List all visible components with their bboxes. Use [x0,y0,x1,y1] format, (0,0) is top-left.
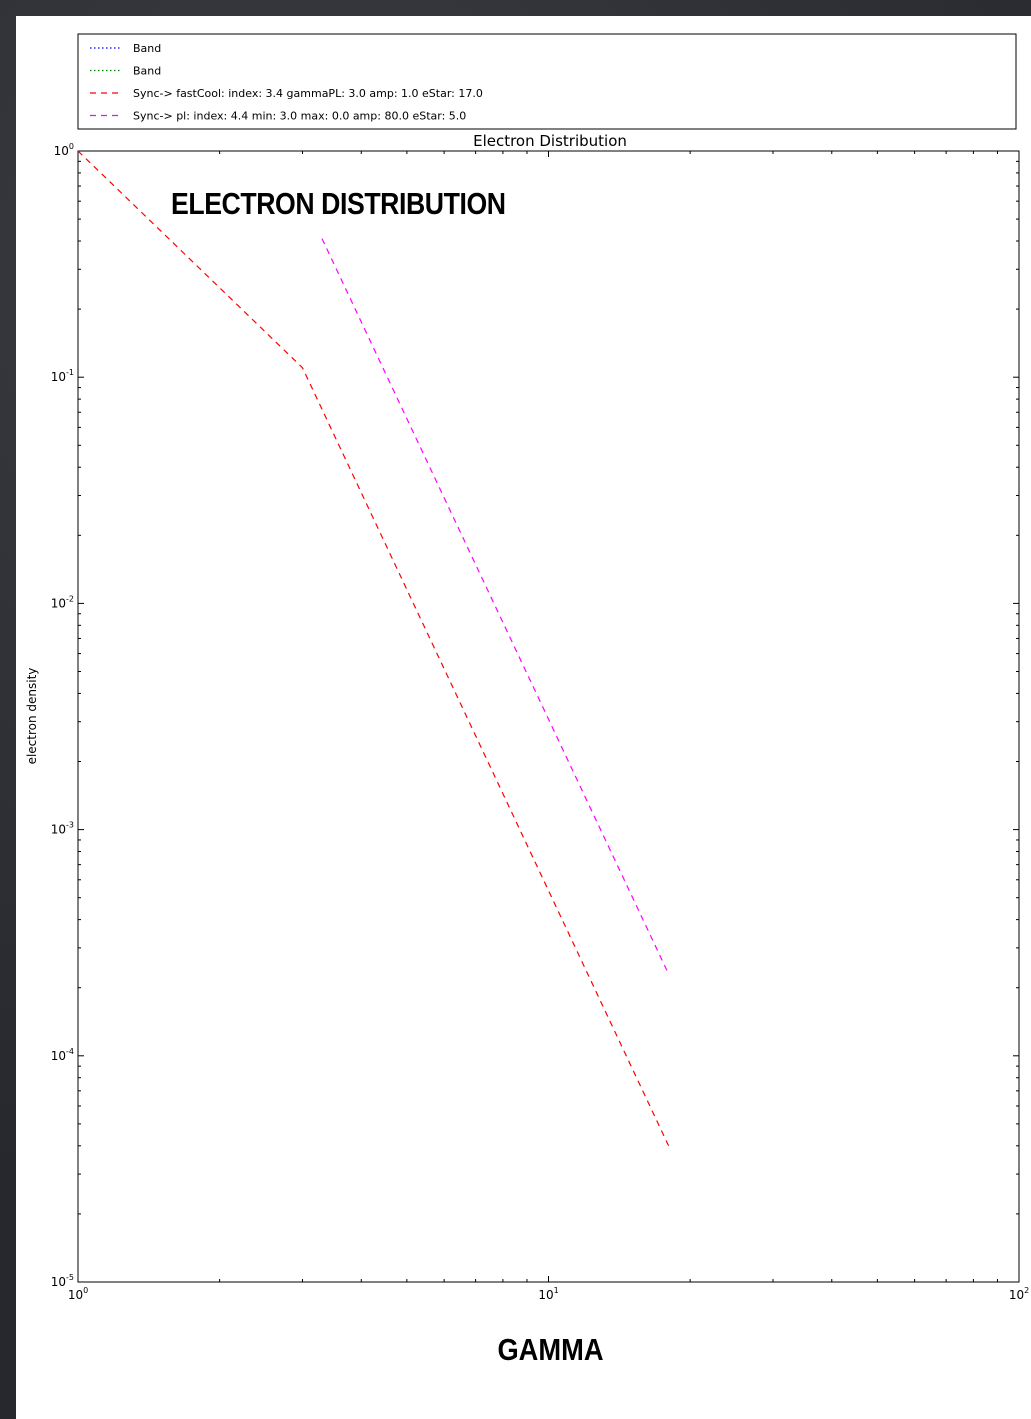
y-axis-label: electron density [25,668,39,765]
x-axis-label: GAMMA [497,1332,604,1367]
y-tick-label: 10-1 [51,368,74,384]
y-tick-label: 10-5 [51,1273,74,1289]
x-tick-label: 101 [538,1286,558,1302]
legend-label: Band [133,42,161,55]
axes: 100 101 102 100 10-1 10-2 10-3 10-4 10-5 [51,142,1029,1302]
y-tick-label: 100 [54,142,74,158]
legend-label: Sync-> pl: index: 4.4 min: 3.0 max: 0.0 … [133,110,466,123]
legend-box [77,33,1017,130]
chart-title: Electron Distribution [473,132,627,150]
chart: Band Band Sync-> fastCool: index: 3.4 gamm… [25,33,1029,1302]
series-line-3 [77,150,670,1147]
y-tick-label: 10-2 [51,594,74,610]
slide-heading: ELECTRON DISTRIBUTION [171,186,506,221]
slide: Band Band Sync-> fastCool: index: 3.4 gamm… [16,16,1031,1419]
legend-label: Sync-> fastCool: index: 3.4 gammaPL: 3.0… [133,87,483,100]
legend-label: Band [133,65,161,78]
y-tick-label: 10-3 [51,821,74,837]
x-tick-label: 100 [68,1286,88,1302]
legend: Band Band Sync-> fastCool: index: 3.4 gamm… [77,33,1017,130]
series-line-4 [321,238,670,975]
y-tick-label: 10-4 [51,1047,74,1063]
series-layer [77,150,670,1147]
x-tick-label: 102 [1009,1286,1029,1302]
plot-frame [77,150,1020,1283]
